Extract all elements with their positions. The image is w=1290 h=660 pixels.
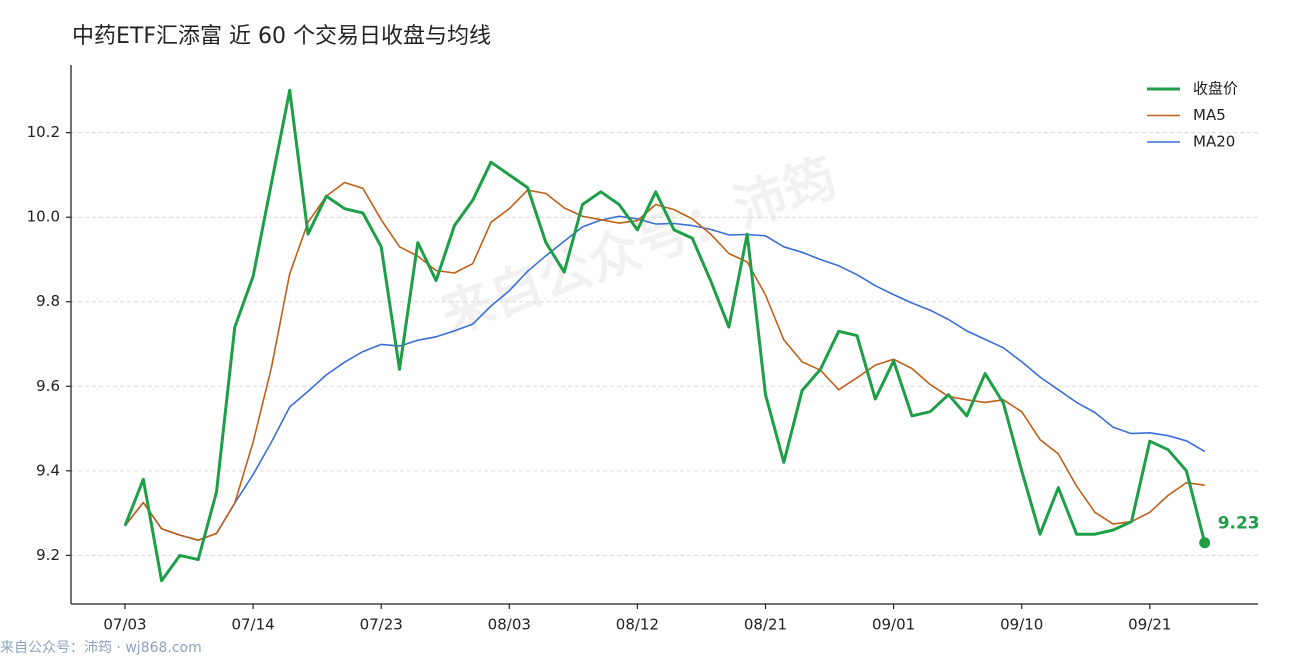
x-tick-label: 09/01 (872, 616, 915, 634)
series-line (123, 88, 1207, 583)
x-tick-label: 07/23 (360, 616, 403, 634)
y-tick-label: 9.8 (36, 292, 60, 310)
x-tick-label: 07/03 (103, 616, 146, 634)
x-tick-label: 08/03 (488, 616, 531, 634)
y-tick-label: 9.4 (36, 461, 60, 479)
legend-label: MA5 (1193, 106, 1226, 124)
x-tick-label: 08/12 (616, 616, 659, 634)
x-tick-label: 08/21 (744, 616, 787, 634)
legend-label: 收盘价 (1193, 80, 1238, 98)
last-point (1199, 537, 1211, 549)
last-value-label: 9.23 (1218, 514, 1260, 534)
series-line (124, 181, 1205, 541)
x-tick-label: 07/14 (231, 616, 274, 634)
footer: 来自公众号：沛筠 · wj868.com (0, 639, 202, 656)
x-tick-label: 09/21 (1128, 616, 1171, 634)
chart-title: 中药ETF汇添富 近 60 个交易日收盘与均线 (72, 24, 491, 49)
series-line (124, 215, 1206, 541)
y-tick-label: 9.2 (36, 546, 60, 564)
y-tick-label: 9.6 (36, 377, 60, 395)
y-tick-label: 10.0 (27, 208, 60, 226)
y-tick-label: 10.2 (27, 123, 60, 141)
x-tick-label: 09/10 (1000, 616, 1043, 634)
legend-label: MA20 (1193, 133, 1235, 151)
